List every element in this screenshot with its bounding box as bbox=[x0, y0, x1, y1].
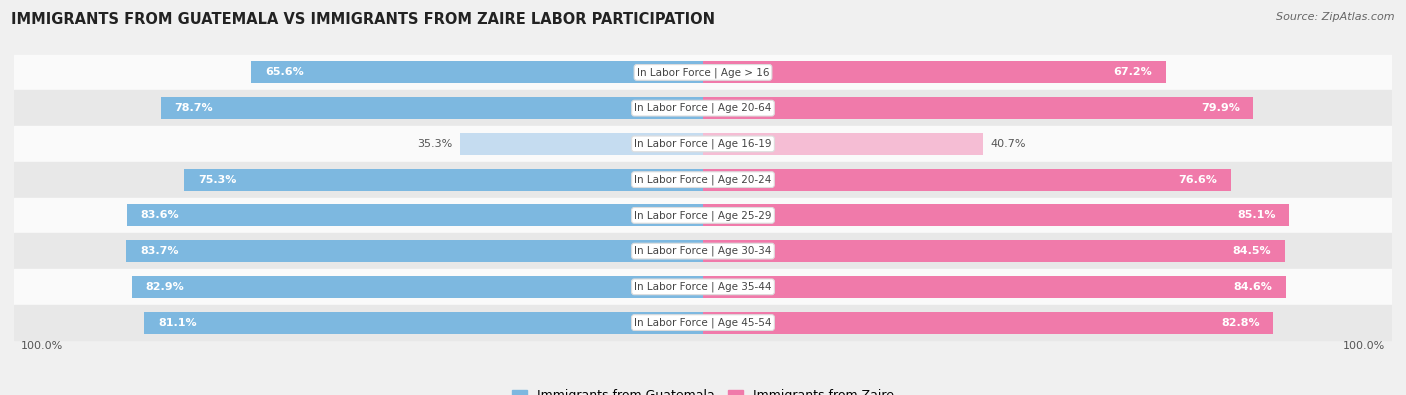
Text: 40.7%: 40.7% bbox=[990, 139, 1026, 149]
Text: 78.7%: 78.7% bbox=[174, 103, 214, 113]
Bar bbox=[145, 312, 703, 334]
Text: 82.8%: 82.8% bbox=[1220, 318, 1260, 327]
Bar bbox=[703, 133, 983, 155]
Bar bbox=[14, 269, 1392, 305]
Bar bbox=[252, 61, 703, 83]
Text: In Labor Force | Age > 16: In Labor Force | Age > 16 bbox=[637, 67, 769, 78]
Bar bbox=[14, 198, 1392, 233]
Text: In Labor Force | Age 45-54: In Labor Force | Age 45-54 bbox=[634, 317, 772, 328]
Bar bbox=[14, 55, 1392, 90]
Text: 67.2%: 67.2% bbox=[1114, 68, 1152, 77]
Bar bbox=[460, 133, 703, 155]
Bar bbox=[703, 240, 1285, 262]
Text: In Labor Force | Age 25-29: In Labor Force | Age 25-29 bbox=[634, 210, 772, 221]
Bar bbox=[184, 169, 703, 191]
Text: 84.5%: 84.5% bbox=[1233, 246, 1271, 256]
Text: 83.6%: 83.6% bbox=[141, 211, 180, 220]
Bar bbox=[132, 276, 703, 298]
Text: In Labor Force | Age 16-19: In Labor Force | Age 16-19 bbox=[634, 139, 772, 149]
Bar bbox=[14, 162, 1392, 198]
Text: In Labor Force | Age 20-24: In Labor Force | Age 20-24 bbox=[634, 174, 772, 185]
Text: 65.6%: 65.6% bbox=[264, 68, 304, 77]
Text: 79.9%: 79.9% bbox=[1201, 103, 1240, 113]
Text: In Labor Force | Age 20-64: In Labor Force | Age 20-64 bbox=[634, 103, 772, 113]
Text: IMMIGRANTS FROM GUATEMALA VS IMMIGRANTS FROM ZAIRE LABOR PARTICIPATION: IMMIGRANTS FROM GUATEMALA VS IMMIGRANTS … bbox=[11, 12, 716, 27]
Bar bbox=[703, 97, 1254, 119]
Text: 76.6%: 76.6% bbox=[1178, 175, 1218, 184]
Text: 100.0%: 100.0% bbox=[21, 341, 63, 351]
Text: In Labor Force | Age 35-44: In Labor Force | Age 35-44 bbox=[634, 282, 772, 292]
Bar bbox=[127, 204, 703, 226]
Text: 83.7%: 83.7% bbox=[141, 246, 179, 256]
Bar bbox=[127, 240, 703, 262]
Bar bbox=[160, 97, 703, 119]
Bar bbox=[703, 276, 1286, 298]
Text: 82.9%: 82.9% bbox=[146, 282, 184, 292]
Bar bbox=[14, 233, 1392, 269]
Text: 35.3%: 35.3% bbox=[418, 139, 453, 149]
Bar bbox=[14, 305, 1392, 340]
Text: 85.1%: 85.1% bbox=[1237, 211, 1275, 220]
Text: 75.3%: 75.3% bbox=[198, 175, 236, 184]
Legend: Immigrants from Guatemala, Immigrants from Zaire: Immigrants from Guatemala, Immigrants fr… bbox=[508, 384, 898, 395]
Text: 84.6%: 84.6% bbox=[1233, 282, 1272, 292]
Bar bbox=[703, 204, 1289, 226]
Bar bbox=[14, 126, 1392, 162]
Bar bbox=[14, 90, 1392, 126]
Bar bbox=[703, 169, 1230, 191]
Text: 81.1%: 81.1% bbox=[157, 318, 197, 327]
Text: In Labor Force | Age 30-34: In Labor Force | Age 30-34 bbox=[634, 246, 772, 256]
Bar bbox=[703, 61, 1166, 83]
Text: 100.0%: 100.0% bbox=[1343, 341, 1385, 351]
Bar bbox=[703, 312, 1274, 334]
Text: Source: ZipAtlas.com: Source: ZipAtlas.com bbox=[1277, 12, 1395, 22]
